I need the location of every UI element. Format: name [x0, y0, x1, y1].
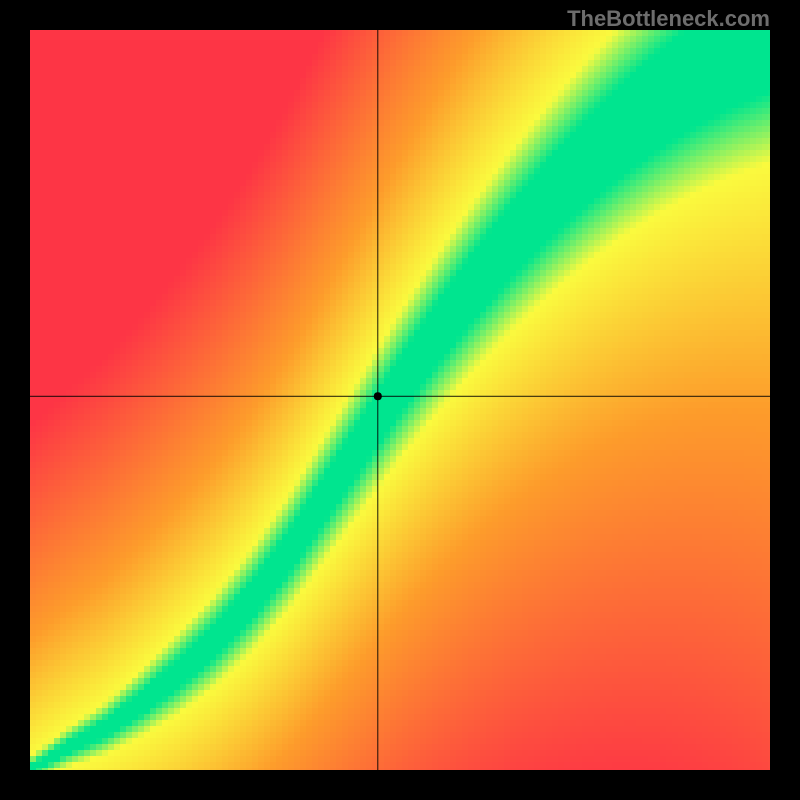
bottleneck-heatmap — [30, 30, 770, 770]
watermark-label: TheBottleneck.com — [567, 6, 770, 32]
chart-container: TheBottleneck.com — [0, 0, 800, 800]
